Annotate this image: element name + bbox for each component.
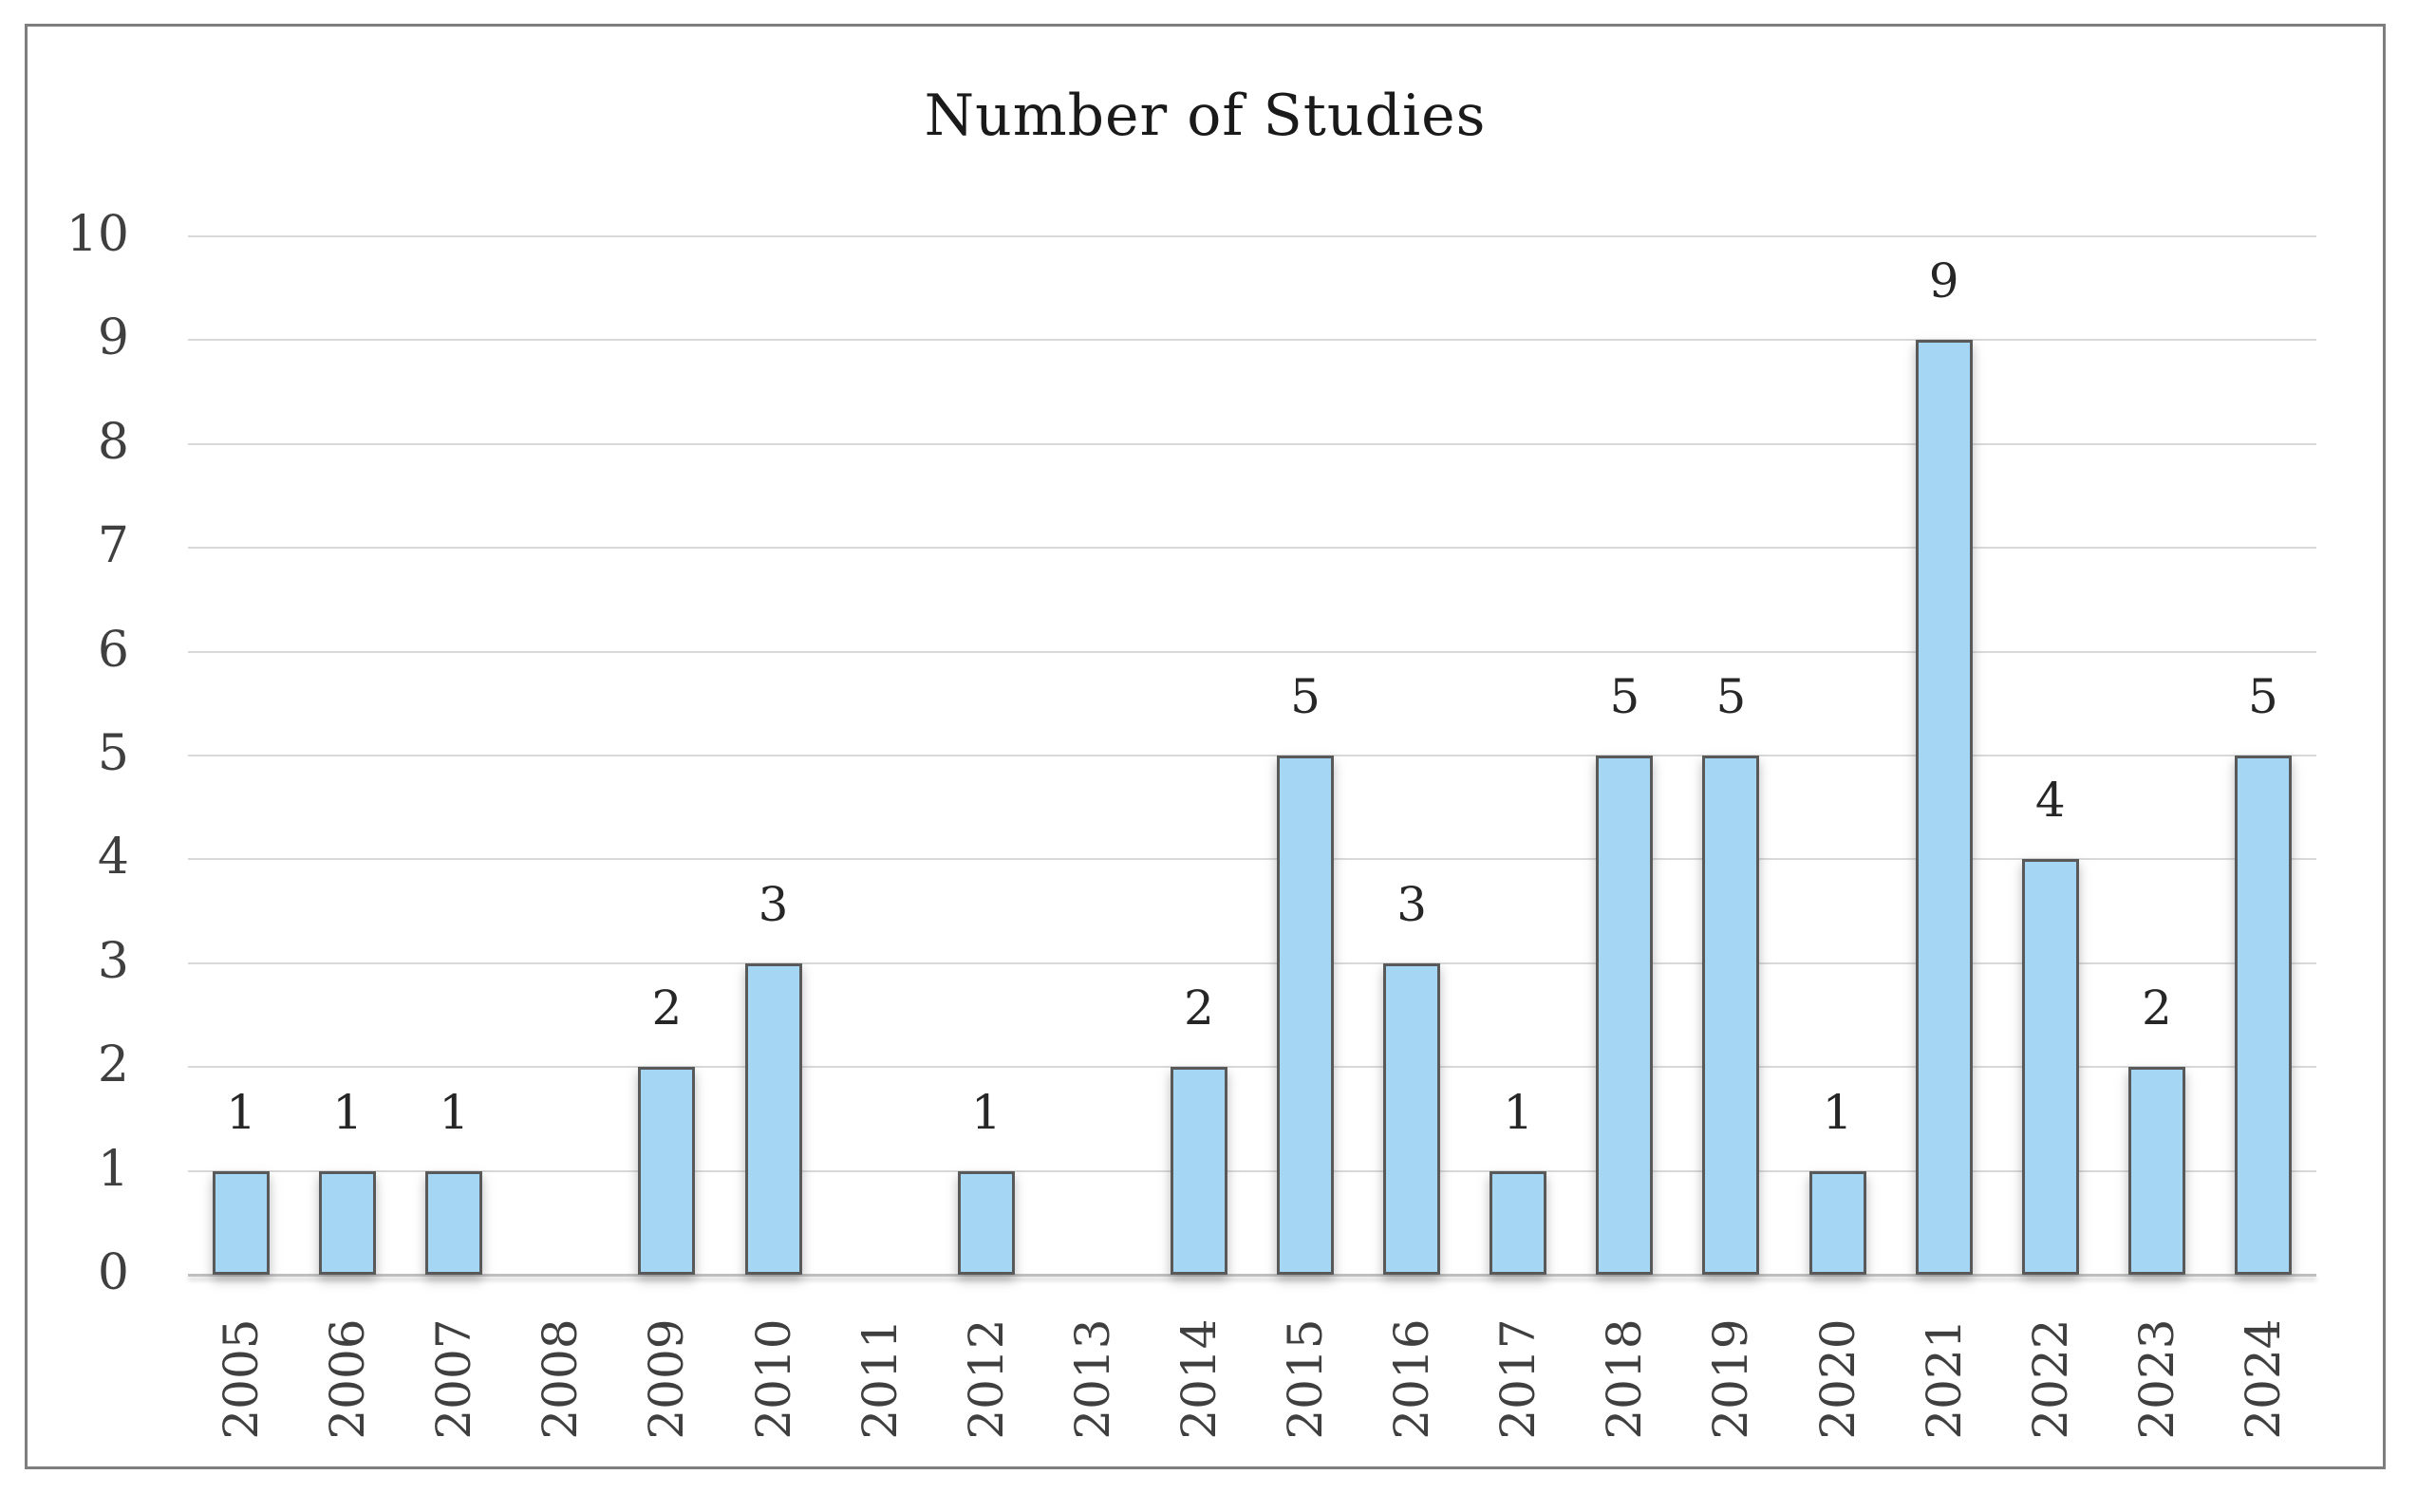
value-label-2010: 3: [758, 876, 789, 932]
x-tick-label-2020: 2020: [1809, 1318, 1865, 1440]
bar-2005: [213, 1170, 271, 1275]
y-tick-label-4: 4: [97, 829, 129, 887]
value-label-2012: 1: [970, 1084, 1002, 1140]
value-label-2014: 2: [1184, 980, 1214, 1036]
gridline-3: [188, 961, 2316, 964]
x-tick-label-2007: 2007: [426, 1318, 482, 1440]
x-tick-label-2023: 2023: [2128, 1318, 2184, 1440]
y-tick-label-0: 0: [97, 1244, 129, 1301]
value-label-2022: 4: [2034, 773, 2066, 829]
x-tick-label-2011: 2011: [852, 1318, 908, 1440]
bar-2024: [2234, 756, 2292, 1275]
y-tick-label-9: 9: [97, 309, 129, 367]
value-label-2009: 2: [651, 980, 683, 1036]
bar-2018: [1596, 756, 1654, 1275]
x-tick-label-2019: 2019: [1703, 1318, 1759, 1440]
y-tick-label-10: 10: [66, 206, 129, 263]
bar-2017: [1490, 1170, 1547, 1275]
value-label-2021: 9: [1928, 253, 1959, 309]
bar-2022: [2021, 859, 2079, 1275]
y-tick-label-2: 2: [97, 1036, 129, 1094]
gridline-7: [188, 547, 2316, 550]
gridline-2: [188, 1066, 2316, 1069]
x-tick-label-2005: 2005: [214, 1318, 270, 1440]
bar-2012: [957, 1170, 1015, 1275]
bar-2021: [1915, 340, 1973, 1275]
gridline-6: [188, 650, 2316, 653]
value-label-2015: 5: [1290, 669, 1321, 724]
bar-2016: [1383, 962, 1441, 1275]
value-label-2007: 1: [439, 1084, 470, 1140]
value-label-2006: 1: [332, 1084, 364, 1140]
bar-2014: [1170, 1067, 1227, 1275]
x-tick-label-2015: 2015: [1278, 1318, 1334, 1440]
chart-frame: Number of Studies 1 1 1 2 3 1 2 5 3 1 5 5 1 9 4 2 5 0 1 2 3…: [25, 24, 2386, 1469]
value-label-2020: 1: [1822, 1084, 1853, 1140]
x-tick-label-2022: 2022: [2022, 1318, 2078, 1440]
x-axis-line: [188, 1274, 2316, 1277]
chart-title: Number of Studies: [924, 83, 1487, 149]
gridline-5: [188, 755, 2316, 756]
x-tick-label-2018: 2018: [1597, 1318, 1653, 1440]
gridline-8: [188, 442, 2316, 445]
x-tick-label-2017: 2017: [1490, 1318, 1546, 1440]
y-tick-label-5: 5: [97, 725, 129, 782]
y-tick-label-3: 3: [97, 932, 129, 990]
x-tick-label-2012: 2012: [958, 1318, 1014, 1440]
gridline-1: [188, 1169, 2316, 1172]
gridline-9: [188, 339, 2316, 342]
x-tick-label-2006: 2006: [320, 1318, 376, 1440]
value-label-2019: 5: [1715, 669, 1747, 724]
x-tick-label-2021: 2021: [1916, 1318, 1972, 1440]
bar-2020: [1808, 1170, 1866, 1275]
bar-2010: [744, 962, 802, 1275]
value-label-2017: 1: [1503, 1084, 1534, 1140]
x-tick-label-2014: 2014: [1171, 1318, 1227, 1440]
bar-2006: [319, 1170, 377, 1275]
value-label-2016: 3: [1396, 876, 1428, 932]
x-tick-label-2024: 2024: [2235, 1318, 2291, 1440]
y-tick-label-7: 7: [97, 517, 129, 575]
gridline-4: [188, 858, 2316, 861]
bar-2009: [638, 1067, 696, 1275]
value-label-2023: 2: [2141, 980, 2172, 1036]
x-tick-label-2010: 2010: [745, 1318, 801, 1440]
bar-2023: [2127, 1067, 2185, 1275]
bar-2007: [425, 1170, 483, 1275]
y-tick-label-6: 6: [97, 621, 129, 679]
gridline-10: [188, 235, 2316, 237]
x-tick-label-2013: 2013: [1064, 1318, 1120, 1440]
bar-2019: [1702, 756, 1760, 1275]
x-tick-label-2008: 2008: [533, 1318, 589, 1440]
value-label-2024: 5: [2248, 669, 2278, 724]
x-tick-label-2009: 2009: [639, 1318, 695, 1440]
bar-2015: [1277, 756, 1335, 1275]
value-label-2018: 5: [1609, 669, 1640, 724]
y-tick-label-8: 8: [97, 413, 129, 471]
y-tick-label-1: 1: [97, 1140, 129, 1198]
plot-area: 1 1 1 2 3 1 2 5 3 1 5 5 1 9 4 2 5: [188, 235, 2316, 1277]
value-label-2005: 1: [226, 1084, 256, 1140]
x-tick-label-2016: 2016: [1384, 1318, 1440, 1440]
